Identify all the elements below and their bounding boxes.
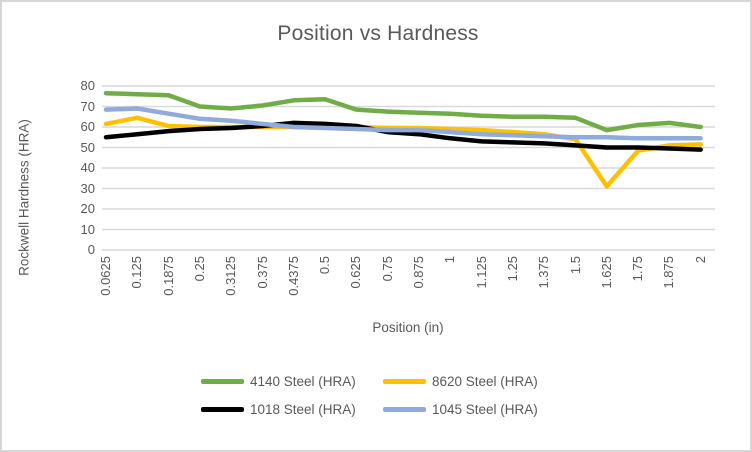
legend-label: 8620 Steel (HRA) [432, 374, 538, 389]
y-tick-label-70: 70 [80, 98, 95, 114]
x-tick-label-1.625: 1.625 [598, 256, 614, 289]
y-tick-label-60: 60 [80, 119, 95, 134]
x-tick-label-1.5: 1.5 [567, 256, 583, 275]
legend-label: 4140 Steel (HRA) [250, 374, 356, 389]
legend: 4140 Steel (HRA) 8620 Steel (HRA) 1018 S… [2, 374, 750, 417]
series-line-1018 [103, 120, 703, 152]
legend-line-swatch-1045 [383, 407, 426, 412]
y-tick-label-0: 0 [87, 242, 95, 257]
legend-line-swatch-4140 [201, 379, 244, 384]
x-tick-label-0.875: 0.875 [411, 256, 426, 289]
y-tick-label-30: 30 [80, 180, 95, 196]
x-tick-label-0.4375: 0.4375 [285, 256, 301, 296]
y-axis-title: Rockwell Hardness (HRA) [16, 119, 32, 276]
legend-label: 1018 Steel (HRA) [250, 402, 356, 417]
x-tick-label-0.5: 0.5 [317, 256, 333, 275]
legend-item-1045-steel: 1045 Steel (HRA) [383, 402, 555, 417]
series-line-1045 [103, 106, 703, 141]
legend-item-8620-steel: 8620 Steel (HRA) [383, 374, 555, 389]
x-tick-label-0.75: 0.75 [379, 256, 395, 282]
y-tick-label-80: 80 [80, 78, 95, 93]
legend-row-1: 4140 Steel (HRA) 8620 Steel (HRA) [201, 374, 555, 389]
legend-label: 1045 Steel (HRA) [432, 402, 538, 417]
chart-title: Position vs Hardness [277, 22, 479, 45]
legend-line-swatch-1018 [201, 407, 244, 412]
x-tick-label-1.125: 1.125 [473, 256, 489, 289]
x-tick-label-0.0625: 0.0625 [98, 256, 113, 296]
y-tick-label-40: 40 [80, 160, 95, 175]
y-tick-label-10: 10 [80, 221, 95, 237]
x-tick-label-0.375: 0.375 [254, 256, 270, 289]
x-tick-label-0.625: 0.625 [348, 256, 364, 289]
legend-row-2: 1018 Steel (HRA) 1045 Steel (HRA) [201, 402, 555, 417]
series-line-4140 [103, 90, 703, 133]
x-tick-label-1.25: 1.25 [504, 256, 520, 282]
x-axis-title: Position (in) [372, 320, 444, 335]
x-tick-label-0.125: 0.125 [129, 256, 145, 289]
x-tick-label-1.75: 1.75 [630, 256, 646, 282]
legend-item-4140-steel: 4140 Steel (HRA) [201, 374, 373, 389]
x-tick-label-0.3125: 0.3125 [223, 256, 239, 296]
x-tick-label-0.25: 0.25 [191, 256, 207, 282]
y-tick-label-20: 20 [80, 201, 95, 216]
x-tick-label-1: 1 [442, 256, 458, 264]
x-tick-label-1.875: 1.875 [661, 256, 677, 289]
legend-item-1018-steel: 1018 Steel (HRA) [201, 402, 373, 417]
y-tick-label-50: 50 [80, 139, 95, 155]
x-tick-label-1.375: 1.375 [536, 256, 552, 289]
x-tick-label-2: 2 [692, 256, 708, 264]
x-tick-label-0.1875: 0.1875 [160, 256, 176, 296]
legend-line-swatch-8620 [383, 379, 426, 384]
